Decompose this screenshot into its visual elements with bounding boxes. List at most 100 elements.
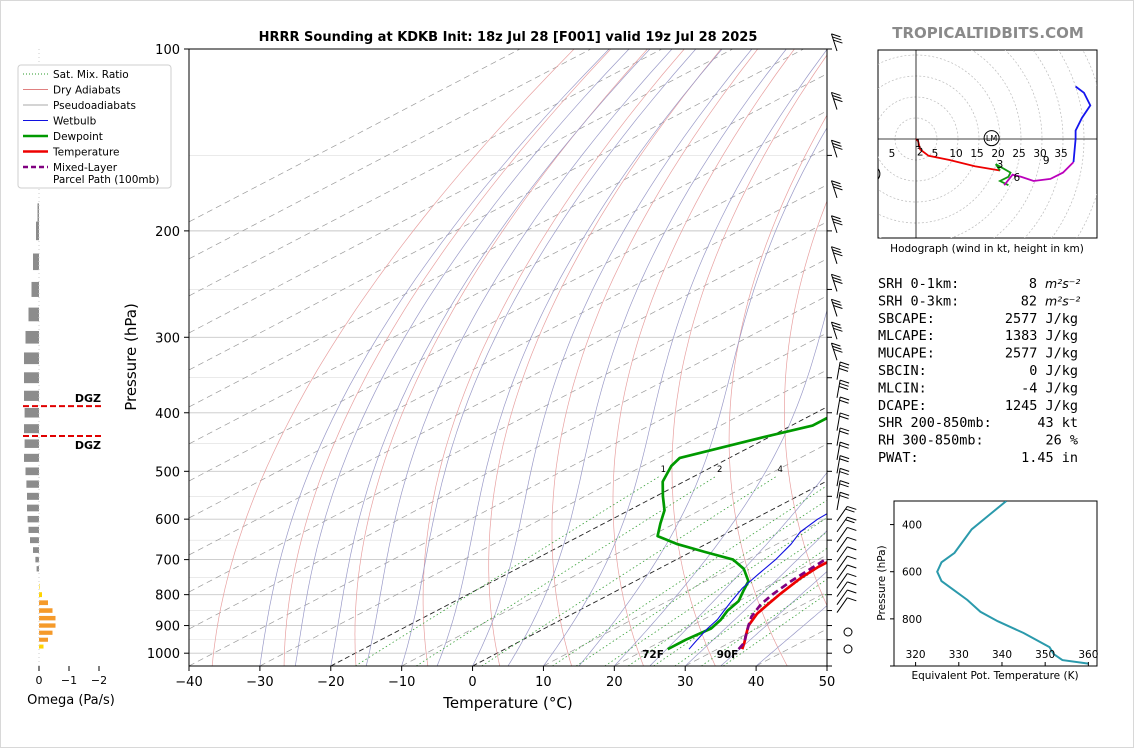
barb-flag: [840, 492, 849, 495]
thetae-y-tick-label: 400: [902, 520, 922, 532]
omega-bar-subsidence: [33, 547, 39, 553]
moist-adiabat: [402, 49, 696, 666]
barb-staff: [831, 140, 837, 157]
barb-staff: [837, 598, 847, 613]
thetae-x-tick-label: 340: [992, 649, 1012, 661]
param-label: SRH 0-3km:: [878, 293, 959, 309]
param-value: 1245 J/kg: [1005, 398, 1078, 414]
wind-barb: [837, 380, 849, 398]
param-label: DCAPE:: [878, 398, 927, 414]
barb-flag: [840, 472, 849, 475]
mixing-ratio-label: 1: [661, 465, 666, 475]
wind-barb: [837, 362, 849, 380]
hodograph-ring-label: 15: [970, 148, 983, 160]
legend-label: Parcel Path (100mb): [53, 174, 159, 186]
barb-flag: [840, 459, 849, 462]
omega-bar-subsidence: [29, 527, 40, 533]
thetae-ylabel: Pressure (hPa): [876, 545, 888, 620]
x-tick-label: 20: [606, 675, 623, 690]
omega-bar-ascent: [39, 623, 56, 627]
omega-bar-subsidence: [27, 505, 39, 512]
omega-bar-ascent: [39, 638, 48, 642]
mixing-ratio-label: 36: [996, 465, 1007, 475]
barb-flag: [847, 506, 856, 509]
omega-bar-subsidence: [32, 282, 40, 297]
barb-flag: [847, 517, 856, 520]
dry-adiabat: [613, 49, 794, 666]
barb-staff: [831, 247, 837, 264]
barb-flag: [847, 565, 856, 568]
wind-barb: [831, 181, 842, 198]
omega-bar-subsidence: [25, 439, 39, 448]
thetae-x-tick-label: 360: [1078, 649, 1098, 661]
omega-bar-subsidence: [26, 480, 39, 487]
thetae-xlabel: Equivalent Pot. Temperature (K): [911, 670, 1078, 682]
mixing-ratio-label: 2: [717, 465, 722, 475]
barb-flag: [840, 416, 849, 419]
omega-tick-label: −1: [61, 674, 77, 687]
omega-bar-ascent: [39, 592, 42, 597]
y-tick-label: 600: [155, 513, 180, 528]
omega-bar-subsidence: [28, 516, 39, 522]
wind-barb: [837, 492, 849, 510]
thetae-x-tick-label: 350: [1035, 649, 1055, 661]
barb-flag: [840, 456, 849, 459]
wind-barb: [837, 547, 856, 562]
x-tick-label: −20: [317, 675, 344, 690]
param-value: 0 J/kg: [1029, 363, 1078, 379]
calm-circle: [844, 628, 852, 636]
barb-staff: [837, 590, 847, 605]
omega-bar-ascent: [39, 600, 48, 605]
x-tick-label: 30: [677, 675, 694, 690]
barb-staff: [837, 397, 840, 415]
omega-bar-subsidence: [25, 408, 39, 418]
surface-annotation: 72F: [642, 649, 664, 661]
y-tick-label: 100: [155, 43, 180, 58]
legend-label: Mixed-Layer: [53, 162, 118, 174]
barb-staff: [831, 299, 837, 316]
moist-adiabat: [579, 49, 877, 666]
legend-label: Sat. Mix. Ratio: [53, 69, 129, 81]
wind-barb: [831, 343, 842, 360]
y-tick-label: 500: [155, 465, 180, 480]
param-label: SHR 200-850mb:: [878, 415, 992, 431]
omega-bar-subsidence: [24, 391, 39, 401]
omega-bar-subsidence: [33, 253, 39, 270]
moist-adiabat: [260, 49, 609, 666]
barb-flag: [840, 413, 849, 416]
omega-tick-label: 0: [36, 674, 43, 687]
param-label: MLCIN:: [878, 380, 927, 396]
barb-staff: [831, 34, 837, 51]
legend-label: Temperature: [52, 147, 120, 159]
dry-adiabat: [552, 49, 758, 666]
wind-barb: [831, 247, 842, 264]
omega-bar-subsidence: [29, 308, 40, 322]
omega-bar-ascent: [39, 608, 53, 613]
barb-flag: [840, 481, 849, 484]
omega-bar-subsidence: [37, 566, 39, 571]
hodograph-ring-label: 25: [1012, 148, 1025, 160]
barb-staff: [837, 380, 840, 398]
hodograph-height-label: 3: [997, 159, 1004, 171]
left-mover-label: LM: [986, 134, 997, 143]
barb-staff: [831, 343, 837, 360]
moist-adiabat: [473, 49, 752, 666]
param-label: SBCAPE:: [878, 311, 935, 327]
wind-barb: [837, 442, 849, 460]
barb-flag: [840, 431, 849, 434]
omega-bar-subsidence: [24, 372, 39, 383]
skewt-ylabel: Pressure (hPa): [122, 303, 140, 411]
barb-flag: [847, 590, 856, 593]
omega-bar-subsidence: [26, 467, 40, 475]
y-tick-label: 1000: [147, 647, 180, 662]
wind-barb: [837, 413, 849, 431]
barb-staff: [831, 216, 837, 233]
barb-flag: [845, 520, 854, 523]
y-tick-label: 400: [155, 407, 180, 422]
barb-flag: [847, 537, 856, 540]
calm-circle: [844, 645, 852, 653]
hodograph-caption: Hodograph (wind in kt, height in km): [890, 243, 1084, 255]
mixing-ratio-label: 20: [933, 465, 944, 475]
